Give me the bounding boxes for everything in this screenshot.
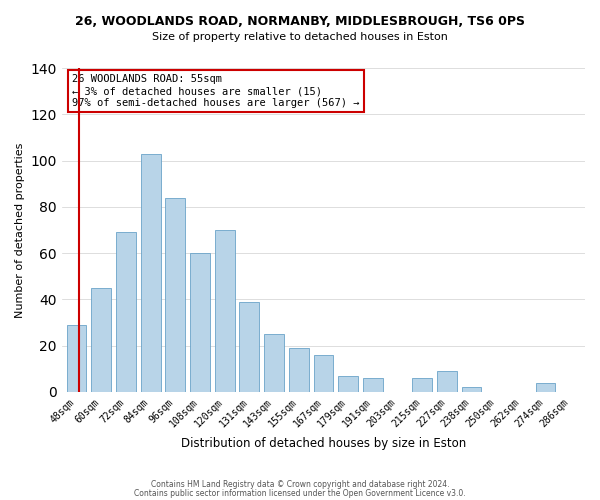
X-axis label: Distribution of detached houses by size in Eston: Distribution of detached houses by size … bbox=[181, 437, 466, 450]
Bar bbox=[536, 382, 556, 392]
Bar bbox=[289, 348, 308, 392]
Bar bbox=[67, 324, 86, 392]
Bar bbox=[461, 387, 481, 392]
Y-axis label: Number of detached properties: Number of detached properties bbox=[15, 142, 25, 318]
Bar bbox=[190, 253, 210, 392]
Bar bbox=[166, 198, 185, 392]
Bar bbox=[338, 376, 358, 392]
Bar bbox=[215, 230, 235, 392]
Bar bbox=[116, 232, 136, 392]
Bar bbox=[141, 154, 161, 392]
Bar bbox=[264, 334, 284, 392]
Bar bbox=[437, 371, 457, 392]
Bar bbox=[91, 288, 111, 392]
Text: 26, WOODLANDS ROAD, NORMANBY, MIDDLESBROUGH, TS6 0PS: 26, WOODLANDS ROAD, NORMANBY, MIDDLESBRO… bbox=[75, 15, 525, 28]
Text: Size of property relative to detached houses in Eston: Size of property relative to detached ho… bbox=[152, 32, 448, 42]
Text: Contains HM Land Registry data © Crown copyright and database right 2024.: Contains HM Land Registry data © Crown c… bbox=[151, 480, 449, 489]
Bar bbox=[314, 355, 333, 392]
Bar bbox=[412, 378, 432, 392]
Text: Contains public sector information licensed under the Open Government Licence v3: Contains public sector information licen… bbox=[134, 488, 466, 498]
Bar bbox=[239, 302, 259, 392]
Bar bbox=[363, 378, 383, 392]
Text: 26 WOODLANDS ROAD: 55sqm
← 3% of detached houses are smaller (15)
97% of semi-de: 26 WOODLANDS ROAD: 55sqm ← 3% of detache… bbox=[72, 74, 360, 108]
